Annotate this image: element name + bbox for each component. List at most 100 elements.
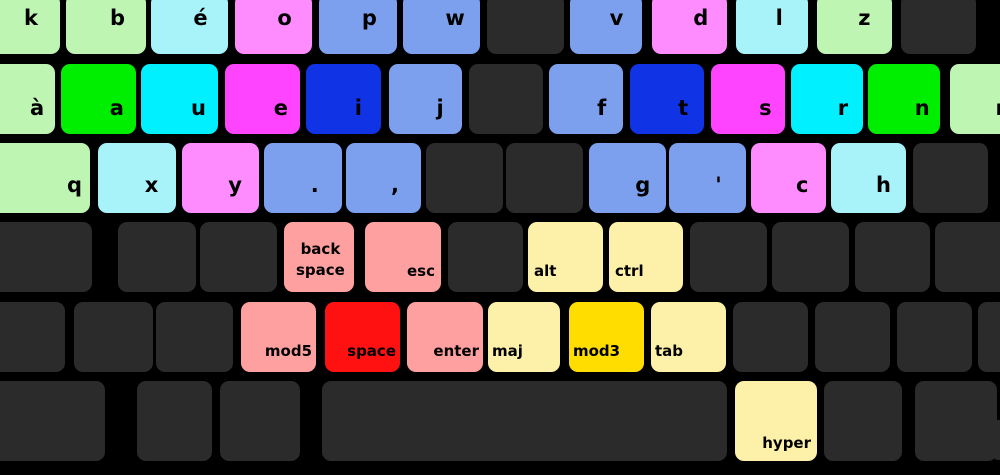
key-blank-r1-6: [469, 64, 543, 134]
key-blank-r2-5: [426, 143, 503, 213]
key-label: h: [876, 173, 891, 197]
key-label: mod5: [264, 342, 312, 360]
key-blank-r5-7: [990, 420, 1000, 460]
key-blank-r4-10: [815, 302, 890, 372]
key-mod3: mod3: [569, 302, 644, 372]
key-j: j: [389, 64, 462, 134]
key-maj: maj: [488, 302, 560, 372]
key-s: s: [711, 64, 785, 134]
key-label: maj: [492, 342, 523, 360]
key-l: l: [736, 0, 808, 54]
key-punct-2-8: ': [669, 143, 746, 213]
key-label: z: [858, 6, 871, 30]
key-blank-r4-1: [74, 302, 153, 372]
key-label: o: [277, 6, 292, 30]
key-alt: alt: [528, 222, 603, 292]
key-m: m: [950, 64, 1000, 134]
key-blank-r4-9: [733, 302, 808, 372]
key-k: k: [0, 0, 60, 54]
key-label: v: [609, 6, 624, 30]
key-u: u: [141, 64, 218, 134]
key-label: q: [67, 173, 83, 197]
key-label: k: [24, 6, 38, 30]
key-label: hyper: [762, 434, 811, 452]
key-r: r: [791, 64, 863, 134]
key-mod5: mod5: [241, 302, 316, 372]
key-label: l: [775, 6, 783, 30]
key-blank-r3-2: [200, 222, 277, 292]
key-label: t: [678, 96, 689, 120]
key-blank-r0-6: [487, 0, 564, 54]
key-blank-r5-6: [915, 381, 997, 461]
key-label: à: [30, 96, 45, 120]
key-label: tab: [655, 342, 684, 360]
key-label: esc: [407, 262, 435, 280]
key-esc: esc: [365, 222, 441, 292]
key-x: x: [98, 143, 176, 213]
key-blank-r5-1: [137, 381, 212, 461]
key-label: b: [110, 6, 126, 30]
key-blank-r3-11: [935, 222, 1000, 292]
key-i: i: [306, 64, 381, 134]
key-blank-r2-11: [913, 143, 988, 213]
key-label: p: [361, 6, 377, 30]
key-label: y: [228, 173, 242, 197]
key-blank-r4-12: [978, 302, 1000, 372]
key-label: f: [597, 96, 607, 120]
key-blank-r4-11: [897, 302, 972, 372]
key-b: b: [66, 0, 146, 54]
key-label: u: [191, 96, 206, 120]
key-label: s: [759, 96, 772, 120]
key-e: e: [225, 64, 300, 134]
key-blank-r3-5: [448, 222, 523, 292]
key-tab: tab: [651, 302, 726, 372]
key-ctrl: ctrl: [609, 222, 683, 292]
key-w: w: [403, 0, 480, 54]
key-n: n: [868, 64, 940, 134]
key-label: .: [310, 173, 319, 197]
key-é: é: [151, 0, 228, 54]
key-label: m: [996, 98, 1000, 119]
key-label: ': [715, 173, 722, 197]
key-a: a: [61, 64, 136, 134]
key-label: space: [347, 342, 396, 360]
key-label: e: [273, 96, 288, 120]
key-blank-r5-5: [824, 381, 902, 461]
key-blank-r5-0: [0, 381, 105, 461]
key-o: o: [235, 0, 312, 54]
key-label: enter: [433, 342, 479, 360]
key-label: n: [914, 96, 930, 120]
key-blank-r5-2: [220, 381, 300, 461]
key-blank-r3-10: [855, 222, 930, 292]
key-label: r: [837, 96, 849, 120]
key-punct-2-3: .: [264, 143, 342, 213]
key-label: a: [109, 96, 124, 120]
key-blank-r4-0: [0, 302, 65, 372]
key-punct-2-4: ,: [346, 143, 421, 213]
key-enter: enter: [407, 302, 483, 372]
key-blank-r4-2: [156, 302, 233, 372]
key-t: t: [630, 64, 704, 134]
key-label: é: [193, 6, 208, 30]
key-blank-r5-3: [322, 381, 727, 461]
key-blank-r0-11: [901, 0, 976, 54]
key-blank-r3-9: [772, 222, 849, 292]
key-c: c: [751, 143, 826, 213]
key-space: space: [325, 302, 400, 372]
key-g: g: [589, 143, 666, 213]
key-hyper: hyper: [735, 381, 817, 461]
key-label: c: [796, 173, 809, 197]
key-label: d: [693, 6, 709, 30]
key-z: z: [817, 0, 892, 54]
key-blank-r3-0: [0, 222, 92, 292]
key-blank-r3-1: [118, 222, 196, 292]
key-à: à: [0, 64, 55, 134]
key-q: q: [0, 143, 90, 213]
key-label: i: [354, 96, 362, 120]
key-blank-r3-8: [690, 222, 767, 292]
key-h: h: [831, 143, 906, 213]
key-f: f: [549, 64, 623, 134]
key-y: y: [182, 143, 259, 213]
key-back-space: back space: [284, 222, 354, 292]
